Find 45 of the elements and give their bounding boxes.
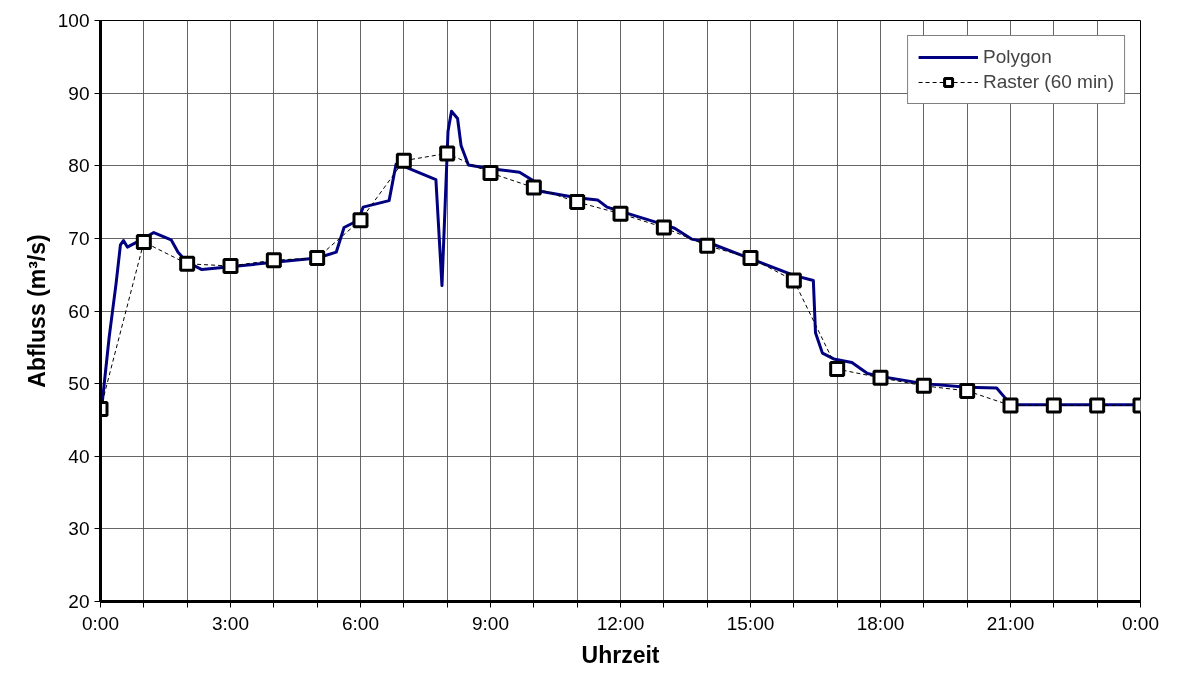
y-tick-label: 50 xyxy=(68,373,90,395)
point xyxy=(699,237,716,254)
point xyxy=(959,382,976,399)
point xyxy=(872,369,889,386)
x-tick-label: 3:00 xyxy=(212,612,249,634)
y-tick-label: 100 xyxy=(57,10,90,31)
y-tick-label: 40 xyxy=(68,445,90,467)
x-tick-label: 12:00 xyxy=(596,612,645,634)
point xyxy=(525,179,542,196)
y-tick-label: 80 xyxy=(68,155,90,177)
point xyxy=(1045,397,1062,414)
y-tick-label: 20 xyxy=(68,591,90,612)
legend-label: Raster (60 min) xyxy=(983,71,1114,93)
y-tick-label: 90 xyxy=(68,82,90,104)
point xyxy=(1089,397,1106,414)
point xyxy=(309,249,326,266)
point xyxy=(785,272,802,289)
x-tick-label: 0:00 xyxy=(1122,612,1159,634)
point xyxy=(352,212,369,229)
point xyxy=(222,257,239,274)
point xyxy=(265,252,282,269)
x-tick-label: 6:00 xyxy=(342,612,379,634)
point xyxy=(742,249,759,266)
point xyxy=(612,205,629,222)
y-tick-label: 70 xyxy=(68,227,90,249)
x-tick-label: 0:00 xyxy=(82,612,119,634)
x-axis-title: Uhrzeit xyxy=(581,641,660,668)
point xyxy=(655,219,672,236)
x-tick-label: 15:00 xyxy=(726,612,775,634)
point xyxy=(569,194,586,211)
point xyxy=(135,234,152,251)
point xyxy=(1002,397,1019,414)
x-tick-label: 18:00 xyxy=(856,612,905,634)
x-tick-label: 21:00 xyxy=(986,612,1035,634)
y-axis-title: Abfluss (m³/s) xyxy=(23,234,50,388)
y-tick-label: 60 xyxy=(68,300,90,322)
point xyxy=(482,165,499,182)
legend-label: Polygon xyxy=(983,46,1052,68)
point xyxy=(439,145,456,162)
point xyxy=(395,152,412,169)
x-tick-label: 9:00 xyxy=(472,612,509,634)
point xyxy=(915,377,932,394)
y-tick-label: 30 xyxy=(68,518,90,540)
point xyxy=(829,361,846,378)
point xyxy=(179,255,196,272)
